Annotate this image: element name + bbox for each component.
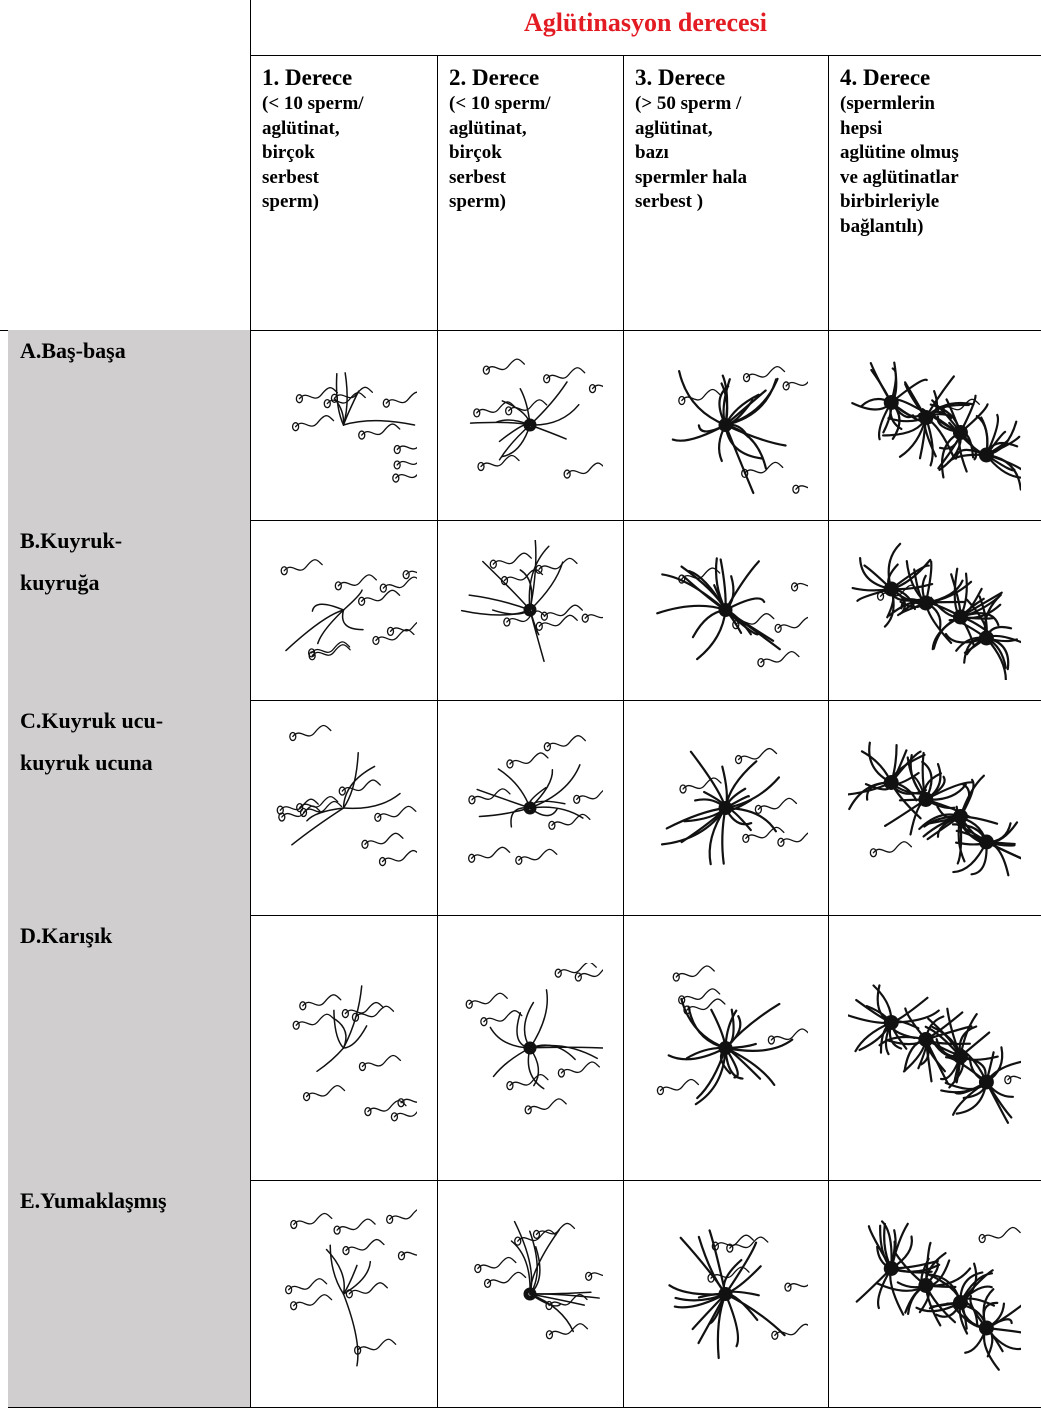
sperm-illustration — [280, 559, 417, 661]
column-header-cell — [623, 55, 829, 331]
sperm-illustration — [276, 724, 417, 866]
column-description: hepsi — [840, 117, 883, 139]
sperm-illustration — [660, 747, 808, 865]
image-cell — [437, 700, 624, 916]
image-cell — [623, 330, 829, 521]
row-label: E.Yumaklaşmış — [20, 1188, 167, 1213]
column-description: birçok — [262, 142, 315, 163]
column-description: sperm) — [262, 191, 319, 212]
caption: Aglütinasyon derecesi — [524, 8, 767, 37]
column-title: 4. Derece — [840, 65, 931, 90]
column-description: (< 10 sperm/ — [449, 93, 551, 114]
column-header-cell — [250, 55, 438, 331]
image-cell — [828, 330, 1041, 521]
column-description: (> 50 sperm / — [635, 93, 742, 114]
sperm-illustration — [291, 372, 417, 483]
column-description: ve aglütinatlar — [840, 166, 959, 188]
column-title: 3. Derece — [635, 65, 726, 90]
sperm-illustration — [848, 983, 1021, 1124]
column-title: 1. Derece — [262, 65, 353, 90]
row-label: kuyruk ucuna — [20, 750, 153, 775]
row-header-cell — [8, 520, 251, 701]
corner-cell — [0, 0, 251, 331]
caption-cell — [250, 0, 1041, 56]
column-description: aglütinat, — [262, 117, 340, 139]
column-description: bazı — [635, 142, 669, 163]
column-description: sperm) — [449, 191, 506, 212]
row-label: D.Karışık — [20, 923, 113, 948]
image-cell — [623, 700, 829, 916]
column-description: aglütine olmuş — [840, 142, 959, 163]
column-description: spermler hala — [635, 166, 748, 188]
image-cell — [437, 330, 624, 521]
image-cell — [250, 700, 438, 916]
sperm-illustration — [460, 540, 603, 662]
sperm-illustration — [284, 1208, 417, 1366]
row-header-cell — [8, 330, 251, 521]
sperm-illustration — [855, 1219, 1021, 1371]
column-description: bağlantılı) — [840, 215, 924, 237]
row-label: A.Baş-başa — [20, 338, 126, 363]
sperm-illustration — [468, 734, 603, 865]
column-description: serbest — [262, 166, 319, 188]
image-cell — [828, 700, 1041, 916]
sperm-illustration — [848, 741, 1021, 876]
sperm-illustration — [474, 1220, 603, 1339]
image-cell — [623, 915, 829, 1181]
sperm-illustration — [469, 358, 603, 479]
image-cell — [828, 915, 1041, 1181]
column-description: serbest — [449, 166, 506, 188]
sperm-illustration — [671, 365, 808, 495]
column-description: aglütinat, — [449, 117, 527, 139]
column-description: aglütinat, — [635, 117, 713, 139]
column-description: birbirleriyle — [840, 191, 940, 212]
sperm-illustration — [668, 1228, 808, 1359]
row-header-cell — [8, 700, 251, 916]
column-description: serbest ) — [635, 191, 704, 212]
image-cell — [828, 520, 1041, 701]
image-cell — [437, 915, 624, 1181]
image-cell — [250, 520, 438, 701]
sperm-illustration — [656, 964, 808, 1105]
column-description: (spermlerin — [840, 93, 935, 114]
column-description: (< 10 sperm/ — [262, 93, 364, 114]
column-header-cell — [437, 55, 624, 331]
sperm-illustration — [292, 984, 417, 1121]
row-label: B.Kuyruk- — [20, 528, 123, 553]
column-header-cell — [828, 55, 1041, 331]
sperm-illustration — [851, 361, 1021, 491]
row-label: C.Kuyruk ucu- — [20, 708, 164, 733]
sperm-illustration — [851, 542, 1021, 680]
image-cell — [623, 520, 829, 701]
column-title: 2. Derece — [449, 65, 540, 90]
column-description: birçok — [449, 142, 502, 163]
sperm-illustration — [465, 962, 603, 1115]
image-cell — [250, 330, 438, 521]
sperm-illustration — [656, 557, 808, 668]
image-cell — [437, 520, 624, 701]
image-cell — [250, 915, 438, 1181]
row-header-cell — [8, 915, 251, 1181]
row-label: kuyruğa — [20, 570, 100, 595]
row-header-cell — [8, 1180, 251, 1408]
